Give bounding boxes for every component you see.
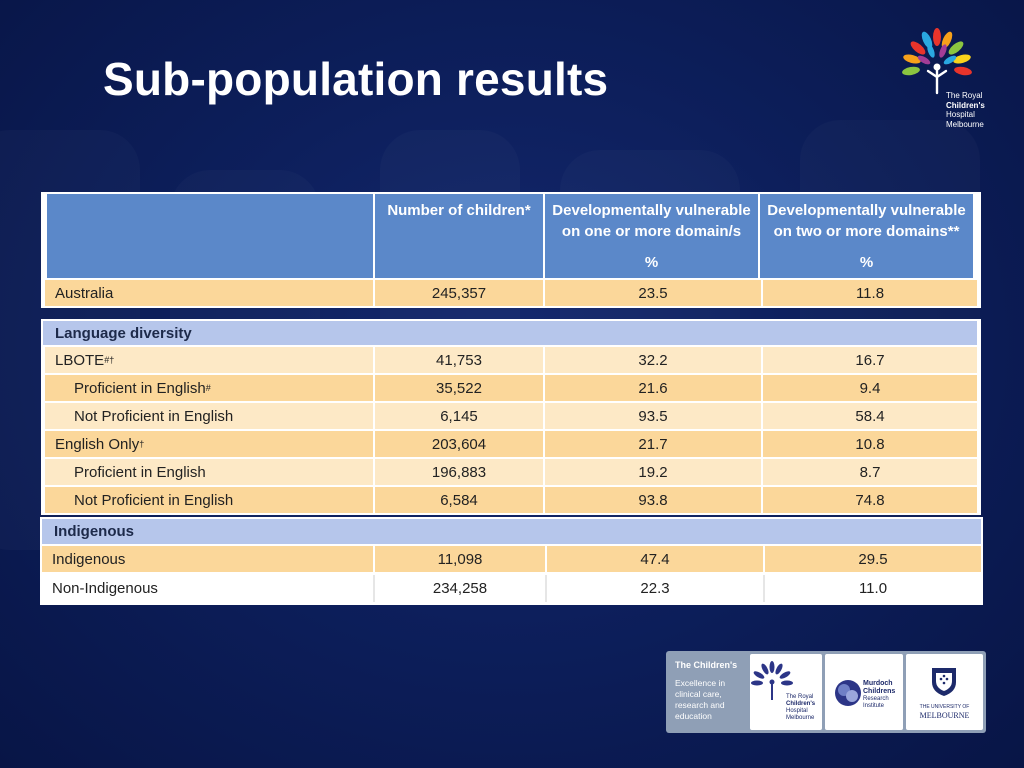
row-lbote-two: 16.7 (763, 347, 977, 373)
rch-logo: The Royal Children's Hospital Melbourne (895, 27, 1005, 137)
mcri-partner-logo: Murdoch Childrens Research Institute (825, 654, 903, 730)
header-vulnerable-two-or-more: Developmentally vulnerable on two or mor… (760, 194, 973, 278)
uom-caption: THE UNIVERSITY OF MELBOURNE (919, 704, 970, 720)
language-diversity-table: Language diversity LBOTE #† 41,753 32.2 1… (41, 319, 981, 515)
row-english-not-proficient-one: 93.8 (545, 487, 761, 513)
table-row-australia-one: 23.5 (545, 280, 761, 306)
row-english-only-two: 10.8 (763, 431, 977, 457)
row-english-only-one: 21.7 (545, 431, 761, 457)
rch-caption: The Royal Children's Hospital Melbourne (786, 694, 816, 721)
row-english-proficient-label: Proficient in English (45, 459, 373, 485)
row-lbote-label: LBOTE #† (45, 347, 373, 373)
row-lbote-proficient-number: 35,522 (375, 375, 543, 401)
mcri-caption: Murdoch Childrens Research Institute (863, 680, 896, 709)
row-english-not-proficient-label: Not Proficient in English (45, 487, 373, 513)
row-non-indigenous-two: 11.0 (765, 575, 981, 602)
logo-line-2: Children's (946, 100, 985, 110)
header-number-of-children: Number of children* (375, 194, 543, 278)
tree-logo-icon (751, 661, 793, 700)
row-non-indigenous-one: 22.3 (547, 575, 763, 602)
rch-partner-logo: The Royal Children's Hospital Melbourne (750, 654, 822, 730)
slide-title: Sub-population results (103, 53, 609, 105)
row-lbote-not-proficient-number: 6,145 (375, 403, 543, 429)
mcri-logo-icon (835, 680, 861, 706)
logo-line-3: Hospital (946, 110, 975, 119)
row-lbote-proficient-one: 21.6 (545, 375, 761, 401)
indigenous-heading: Indigenous (42, 519, 981, 544)
tree-logo-icon (902, 28, 972, 95)
row-english-only-number: 203,604 (375, 431, 543, 457)
row-indigenous-one: 47.4 (547, 546, 763, 572)
results-table-header: Number of children* Developmentally vuln… (41, 192, 981, 308)
row-lbote-proficient-two: 9.4 (763, 375, 977, 401)
uom-crest-icon (932, 668, 956, 696)
row-english-proficient-number: 196,883 (375, 459, 543, 485)
row-lbote-one: 32.2 (545, 347, 761, 373)
row-non-indigenous-number: 234,258 (375, 575, 545, 602)
language-diversity-heading: Language diversity (43, 321, 977, 345)
row-english-not-proficient-number: 6,584 (375, 487, 543, 513)
row-indigenous-label: Indigenous (42, 546, 373, 572)
header-vulnerable-one-or-more: Developmentally vulnerable on one or mor… (545, 194, 758, 278)
row-indigenous-number: 11,098 (375, 546, 545, 572)
uom-partner-logo: THE UNIVERSITY OF MELBOURNE (906, 654, 983, 730)
table-row-australia-label: Australia (45, 280, 373, 306)
indigenous-table: Indigenous Indigenous 11,098 47.4 29.5 N… (40, 517, 983, 605)
logo-line-1: The Royal (946, 91, 983, 100)
row-english-not-proficient-two: 74.8 (763, 487, 977, 513)
row-lbote-not-proficient-one: 93.5 (545, 403, 761, 429)
table-row-australia-number: 245,357 (375, 280, 543, 306)
header-label-cell (47, 194, 373, 278)
row-non-indigenous-label: Non-Indigenous (42, 575, 373, 602)
row-english-only-label: English Only † (45, 431, 373, 457)
row-english-proficient-one: 19.2 (545, 459, 761, 485)
row-lbote-number: 41,753 (375, 347, 543, 373)
row-lbote-not-proficient-label: Not Proficient in English (45, 403, 373, 429)
row-lbote-not-proficient-two: 58.4 (763, 403, 977, 429)
partner-logos-panel: The Children's Excellence in clinical ca… (666, 651, 986, 733)
row-indigenous-two: 29.5 (765, 546, 981, 572)
row-lbote-proficient-label: Proficient in English # (45, 375, 373, 401)
campus-tagline: The Children's Excellence in clinical ca… (675, 660, 738, 721)
logo-line-4: Melbourne (946, 119, 984, 129)
table-row-australia-two: 11.8 (763, 280, 977, 306)
row-english-proficient-two: 8.7 (763, 459, 977, 485)
